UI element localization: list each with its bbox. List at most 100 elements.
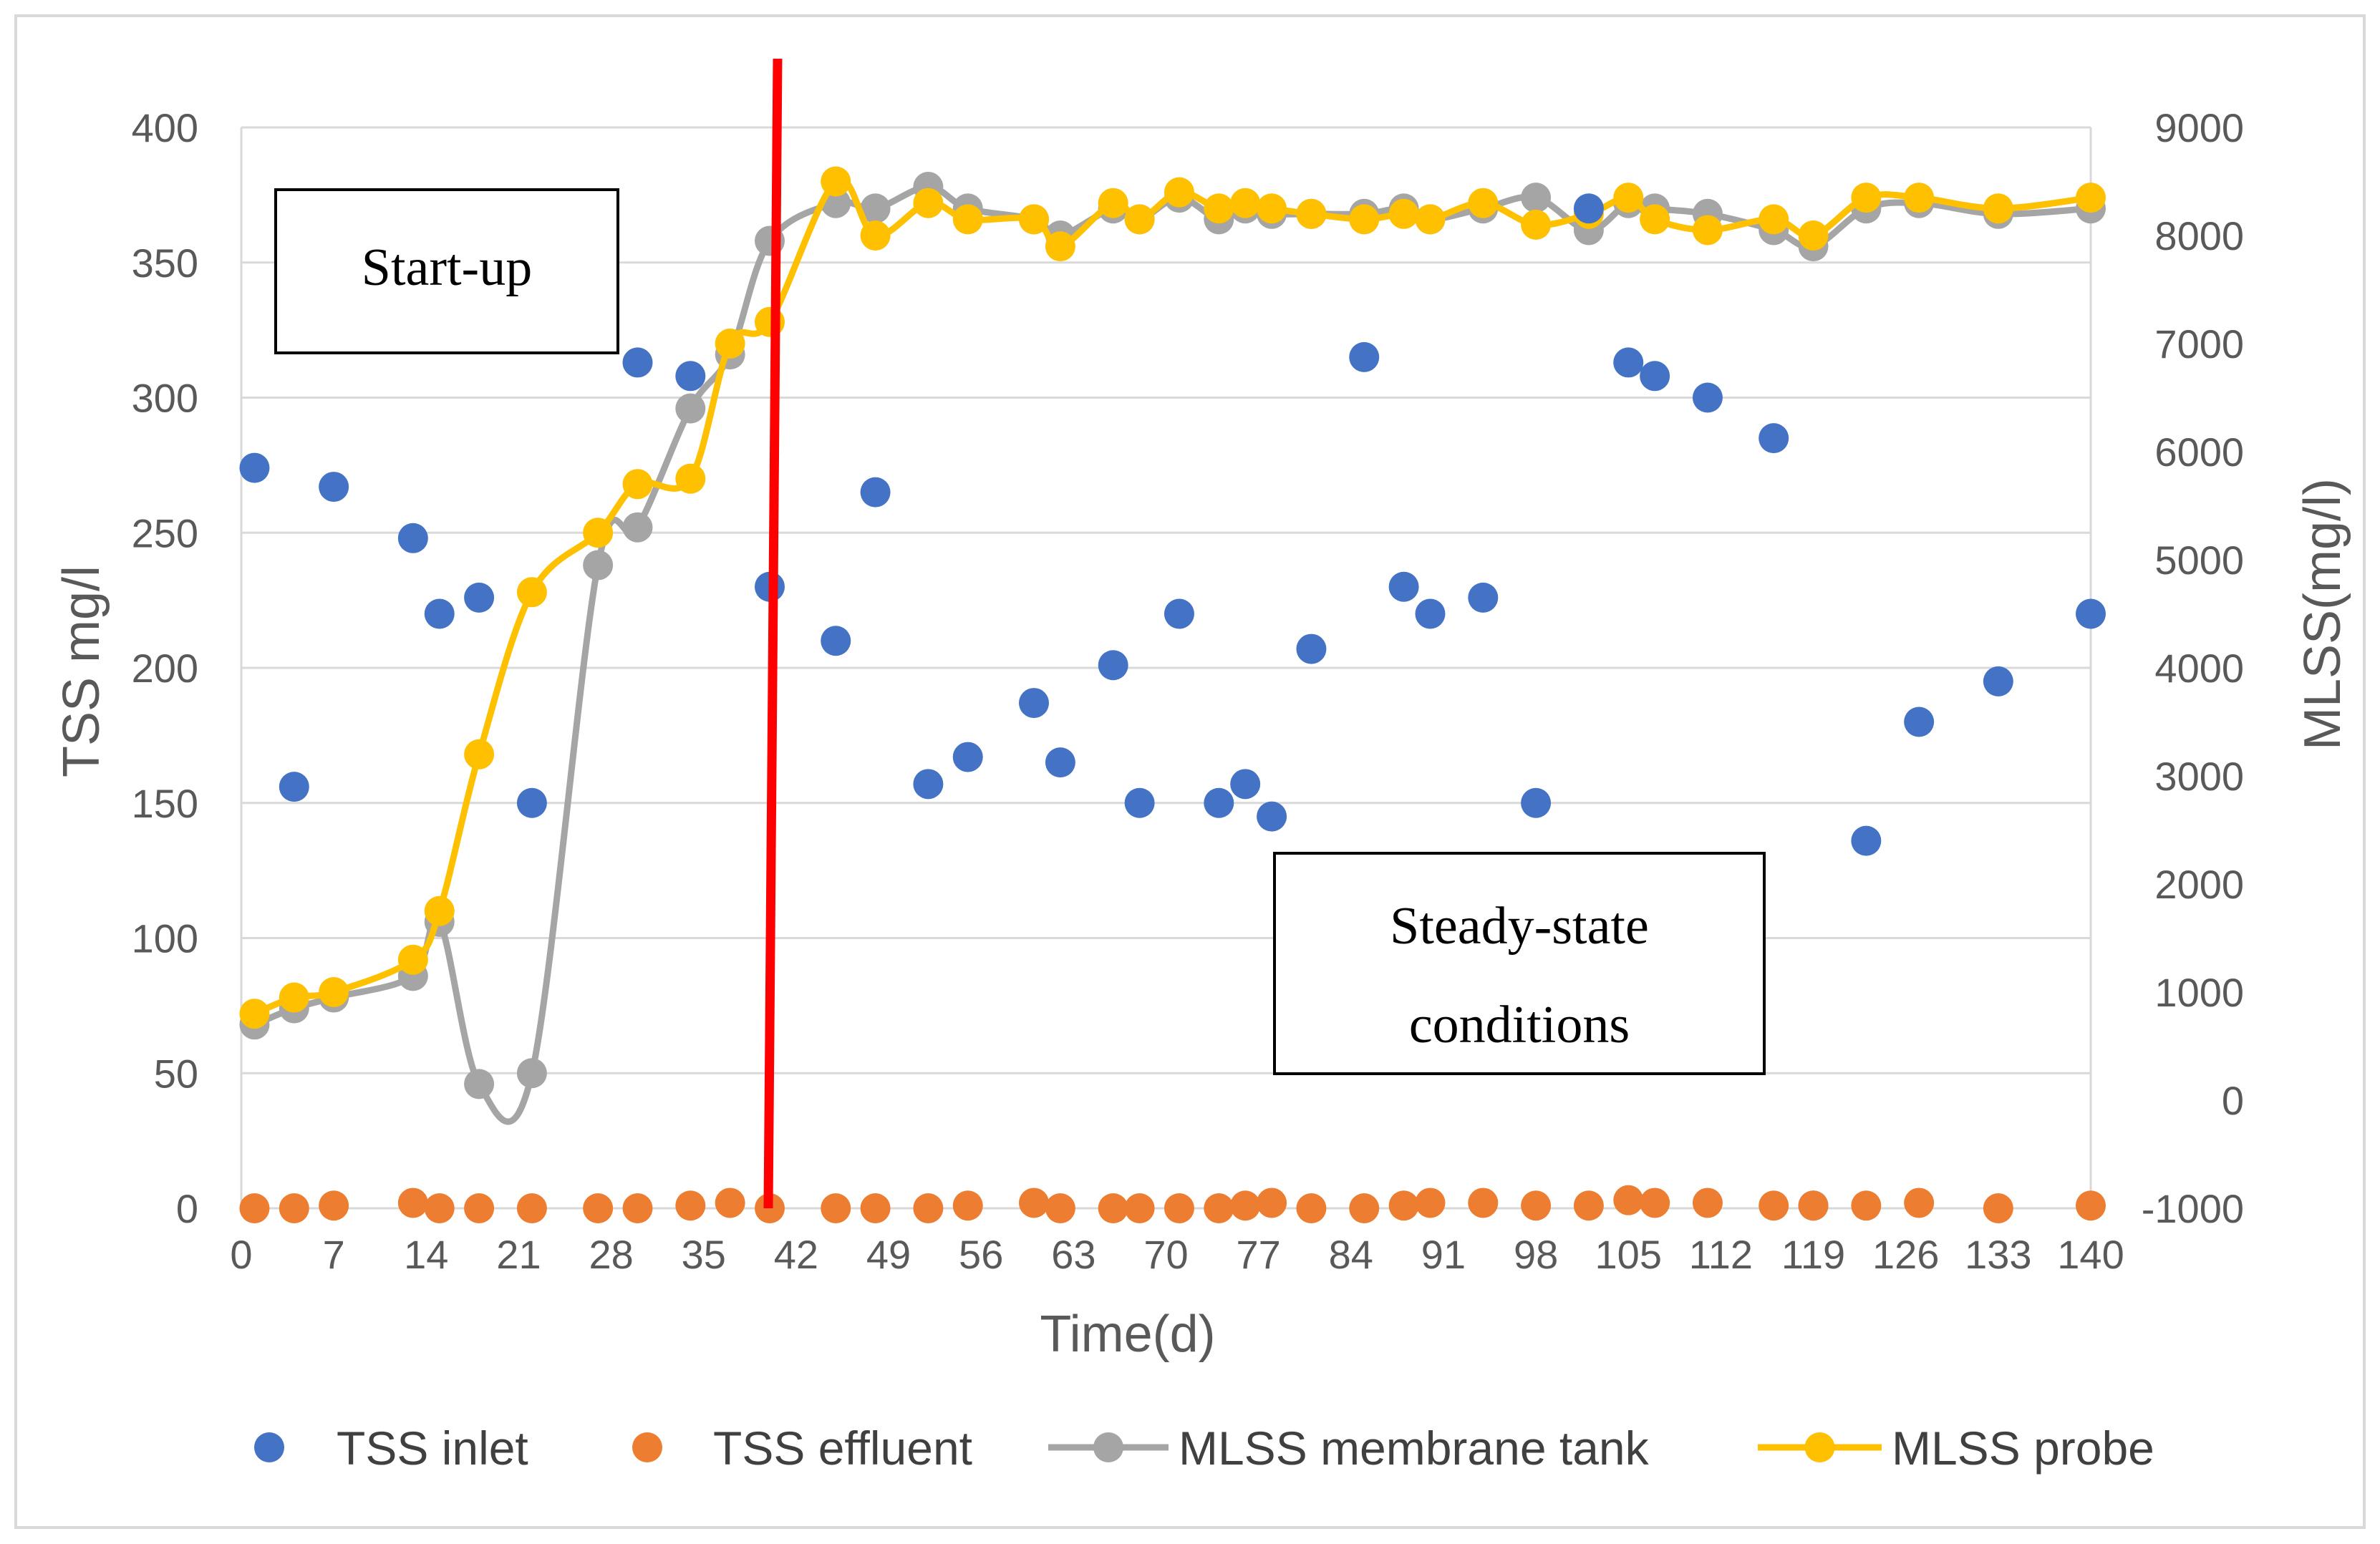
mlss-probe-point-day-22	[516, 577, 547, 608]
tss-inlet-point-day-85	[1349, 341, 1380, 372]
tss-effluent-point-day-111	[1692, 1188, 1723, 1218]
mlss-probe-point-day-105	[1613, 183, 1644, 213]
tss-effluent-point-day-27	[583, 1193, 614, 1223]
tss-effluent-point-day-107	[1640, 1188, 1670, 1218]
mlss-membrane-tank-point-day-98	[1521, 183, 1552, 213]
tss-inlet-point-day-111	[1692, 382, 1723, 413]
tss-inlet-point-day-45	[821, 626, 851, 656]
x-tick-label-0: 0	[230, 1232, 252, 1277]
steady-state-label-line-2: conditions	[1409, 996, 1630, 1054]
tss-effluent-point-day-88	[1388, 1190, 1419, 1221]
x-tick-label-21: 21	[496, 1232, 541, 1277]
x-tick-label-98: 98	[1514, 1232, 1558, 1277]
mlss-probe-point-day-127	[1904, 183, 1935, 213]
tss-effluent-point-day-68	[1124, 1193, 1155, 1223]
tss-inlet-point-day-48	[860, 477, 891, 508]
x-tick-label-133: 133	[1965, 1232, 2031, 1277]
mlss-membrane-tank-point-day-18	[464, 1069, 495, 1099]
tss-inlet-point-day-60	[1019, 688, 1049, 719]
x-tick-label-91: 91	[1421, 1232, 1466, 1277]
tss-inlet-point-day-7	[319, 472, 349, 502]
mlss-probe-point-day-71	[1164, 177, 1194, 208]
legend-label-mlss-probe: MLSS probe	[1892, 1422, 2154, 1475]
tss-effluent-point-day-66	[1098, 1193, 1128, 1223]
mlss-probe-point-day-52	[913, 188, 944, 218]
mlss-probe-point-day-94	[1468, 188, 1499, 218]
right-y-tick-label--1000: -1000	[2142, 1186, 2244, 1231]
x-tick-label-70: 70	[1143, 1232, 1188, 1277]
right-y-axis-title: MLSS(mg/l)	[2294, 478, 2351, 750]
tss-effluent-point-day-90	[1415, 1188, 1446, 1218]
tss-inlet-point-day-13	[397, 523, 428, 553]
mlss-probe-point-day-62	[1045, 231, 1075, 262]
tss-inlet-point-day-4	[279, 772, 309, 802]
tss-effluent-point-day-123	[1851, 1190, 1882, 1221]
right-y-tick-label-4000: 4000	[2154, 646, 2244, 691]
tss-effluent-point-day-76	[1230, 1190, 1261, 1221]
right-y-tick-label-7000: 7000	[2154, 321, 2244, 366]
mlss-probe-point-day-13	[397, 944, 428, 975]
right-y-axis-ticks: -1000 0 1000 2000 3000 4000 5000 6000 7000 8000 90…	[2142, 105, 2244, 1231]
left-y-axis-title: TSS mg/l	[53, 565, 110, 777]
tss-inlet-point-day-1	[239, 452, 270, 483]
mlss-probe-point-day-15	[424, 895, 455, 926]
left-y-tick-label-100: 100	[132, 916, 198, 961]
mlss-probe-point-day-133	[1983, 193, 2013, 224]
tss-effluent-point-day-1	[239, 1193, 270, 1223]
tss-effluent-point-day-81	[1296, 1193, 1327, 1223]
legend-marker-tss-inlet	[254, 1432, 284, 1462]
mlss-probe-point-day-88	[1388, 198, 1419, 229]
left-y-tick-label-200: 200	[132, 646, 198, 691]
tss-inlet-point-day-105	[1613, 347, 1644, 378]
tss-inlet-point-day-140	[2076, 598, 2106, 629]
mlss-probe-point-day-48	[860, 220, 891, 251]
tss-effluent-point-day-98	[1521, 1190, 1552, 1221]
mlss-probe-point-day-76	[1230, 188, 1261, 218]
tss-effluent-point-day-105	[1613, 1185, 1644, 1215]
tss-inlet-point-day-52	[913, 769, 944, 800]
tss-effluent-point-day-119	[1798, 1190, 1829, 1221]
mlss-probe-point-day-27	[583, 518, 614, 548]
mlss-membrane-tank-point-day-22	[516, 1058, 547, 1089]
right-y-tick-label-0: 0	[2222, 1078, 2244, 1123]
left-y-tick-label-300: 300	[132, 376, 198, 421]
mlss-membrane-tank-point-day-34	[675, 393, 706, 424]
tss-effluent-point-day-102	[1573, 1190, 1604, 1221]
mlss-probe-point-day-123	[1851, 183, 1882, 213]
tss-effluent-point-day-74	[1204, 1193, 1234, 1223]
legend-label-mlss-membrane-tank: MLSS membrane tank	[1179, 1422, 1650, 1475]
tss-inlet-point-day-18	[464, 582, 495, 613]
legend-marker-mlss-membrane-tank	[1093, 1432, 1123, 1462]
phase-marker-layer	[763, 58, 783, 1209]
mlss-probe-line	[253, 176, 2091, 1017]
mlss-probe-point-day-1	[239, 999, 270, 1029]
x-tick-label-105: 105	[1595, 1232, 1662, 1277]
x-tick-label-112: 112	[1689, 1232, 1753, 1277]
phase-divider-line	[763, 58, 783, 1209]
x-tick-label-56: 56	[959, 1232, 1003, 1277]
tss-effluent-point-day-34	[675, 1190, 706, 1221]
right-y-tick-label-9000: 9000	[2154, 105, 2244, 150]
series-layer	[239, 166, 2106, 1223]
tss-inlet-point-day-74	[1204, 787, 1234, 818]
tss-effluent-point-day-60	[1019, 1188, 1049, 1218]
tss-effluent-point-day-133	[1983, 1193, 2013, 1223]
series-tss-effluent	[239, 1185, 2106, 1223]
tss-effluent-point-day-37	[715, 1188, 745, 1218]
mlss-probe-point-day-30	[622, 469, 653, 500]
mlss-probe-point-day-40	[755, 306, 785, 337]
right-y-tick-label-2000: 2000	[2154, 862, 2244, 907]
tss-effluent-point-day-48	[860, 1193, 891, 1223]
tss-effluent-point-day-52	[913, 1193, 944, 1223]
mlss-probe-point-day-45	[821, 166, 851, 197]
left-y-tick-label-350: 350	[132, 241, 198, 286]
left-y-axis-ticks: 0 50 100 150 200 250 300 350 400	[132, 105, 198, 1231]
right-y-tick-label-6000: 6000	[2154, 429, 2244, 475]
tss-inlet-point-day-123	[1851, 825, 1882, 856]
tss-effluent-point-day-62	[1045, 1193, 1075, 1223]
tss-effluent-point-day-30	[622, 1193, 653, 1223]
steady-state-annotation: Steady-state conditions	[1273, 852, 1766, 1075]
x-tick-label-14: 14	[404, 1232, 448, 1277]
mlss-probe-point-day-34	[675, 463, 706, 494]
